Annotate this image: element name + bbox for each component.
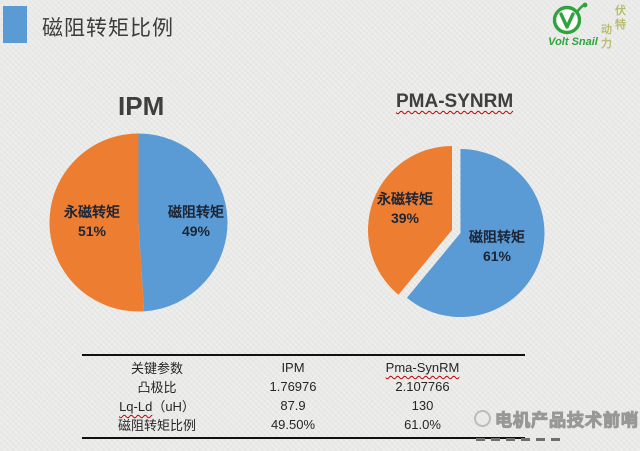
table-cell: 磁阻转矩比例 (117, 418, 196, 433)
pie-slice (49, 133, 145, 312)
table-row: 关键参数 IPM Pma-SynRM (82, 358, 525, 377)
logo-vertical-text-right: 伏特 (615, 5, 626, 31)
logo-vertical-text-left: 动力 (601, 24, 612, 50)
pie-label-pma-reluctance-torque: 磁阻转矩 61% (469, 229, 525, 264)
title-accent-square (3, 6, 27, 43)
watermark-logo-icon (474, 410, 491, 427)
pie-slice (368, 146, 452, 295)
pie-slice (406, 149, 545, 318)
table-row: 凸极比 1.76976 2.107766 (82, 377, 525, 396)
chart-title-ipm: IPM (118, 91, 165, 121)
table-cell: 1.76976 (269, 379, 317, 394)
volt-snail-logo-text: Volt Snail (548, 36, 598, 48)
pie-label-ipm-pm-torque: 永磁转矩 51% (64, 204, 120, 239)
table-cell: 130 (411, 398, 434, 413)
table-cell: 关键参数 (130, 361, 183, 376)
pie-label-pma-pm-torque: 永磁转矩 39% (377, 191, 433, 226)
table-cell: Lq-Ld（uH） (119, 399, 195, 414)
table-row: 磁阻转矩比例 49.50% 61.0% (82, 415, 525, 434)
watermark-text: 电机产品技术前哨 (495, 411, 639, 431)
table-cell: 61.0% (404, 417, 441, 432)
table-row: Lq-Ld（uH） 87.9 130 (82, 396, 525, 415)
table-cell: 2.107766 (395, 379, 450, 394)
pie-chart-ipm (49, 133, 228, 312)
table-cell: 凸极比 (137, 380, 177, 395)
pie-label-ipm-reluctance-torque: 磁阻转矩 49% (168, 204, 224, 239)
table-cell: 49.50% (270, 417, 316, 432)
pie-chart-pma-synrm (368, 146, 545, 318)
pie-slice (138, 133, 228, 312)
key-params-table: 关键参数 IPM Pma-SynRM 凸极比 1.76976 2.107766 Lq-Ld（… (82, 354, 525, 439)
watermark: 电机产品技术前哨 (474, 406, 639, 431)
watermark-dashes (476, 438, 560, 441)
chart-title-pma-synrm: PMA-SYNRM (396, 91, 514, 112)
table-cell: Pma-SynRM (385, 360, 460, 375)
table-cell: IPM (281, 360, 305, 375)
table-cell: 87.9 (280, 398, 306, 413)
page-title: 磁阻转矩比例 (42, 16, 174, 40)
volt-snail-logo-icon (552, 2, 588, 35)
